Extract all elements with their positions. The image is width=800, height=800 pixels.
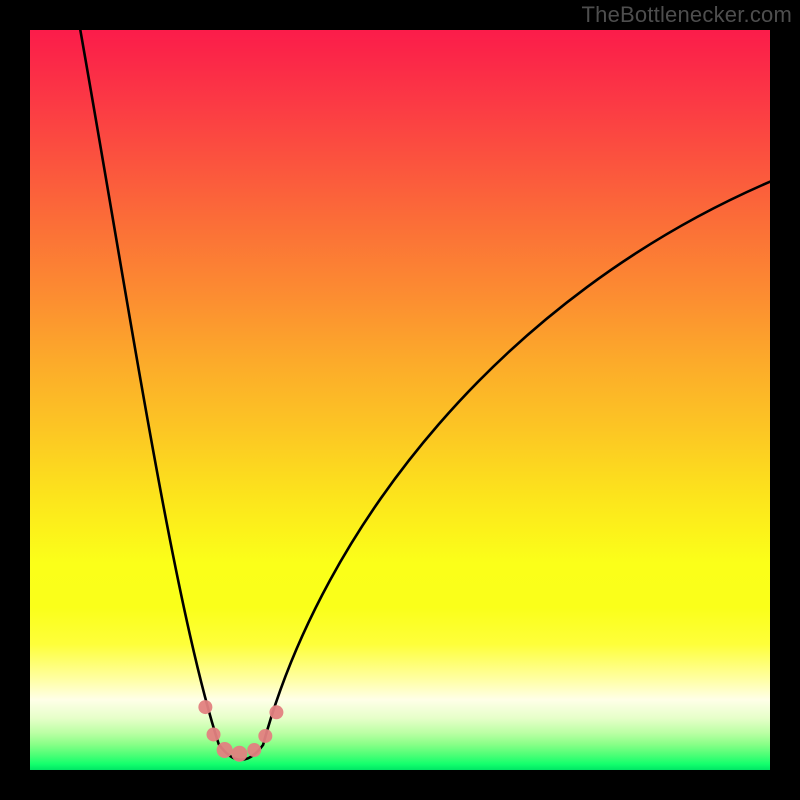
- marker-dot: [198, 700, 212, 714]
- marker-dot: [207, 727, 221, 741]
- marker-dot: [231, 746, 247, 762]
- marker-dot: [247, 743, 261, 757]
- bottleneck-point-markers: [0, 0, 800, 800]
- watermark-text: TheBottlenecker.com: [582, 2, 792, 28]
- chart-stage: TheBottlenecker.com: [0, 0, 800, 800]
- marker-dot: [258, 729, 272, 743]
- marker-dot: [269, 705, 283, 719]
- marker-dot: [217, 742, 233, 758]
